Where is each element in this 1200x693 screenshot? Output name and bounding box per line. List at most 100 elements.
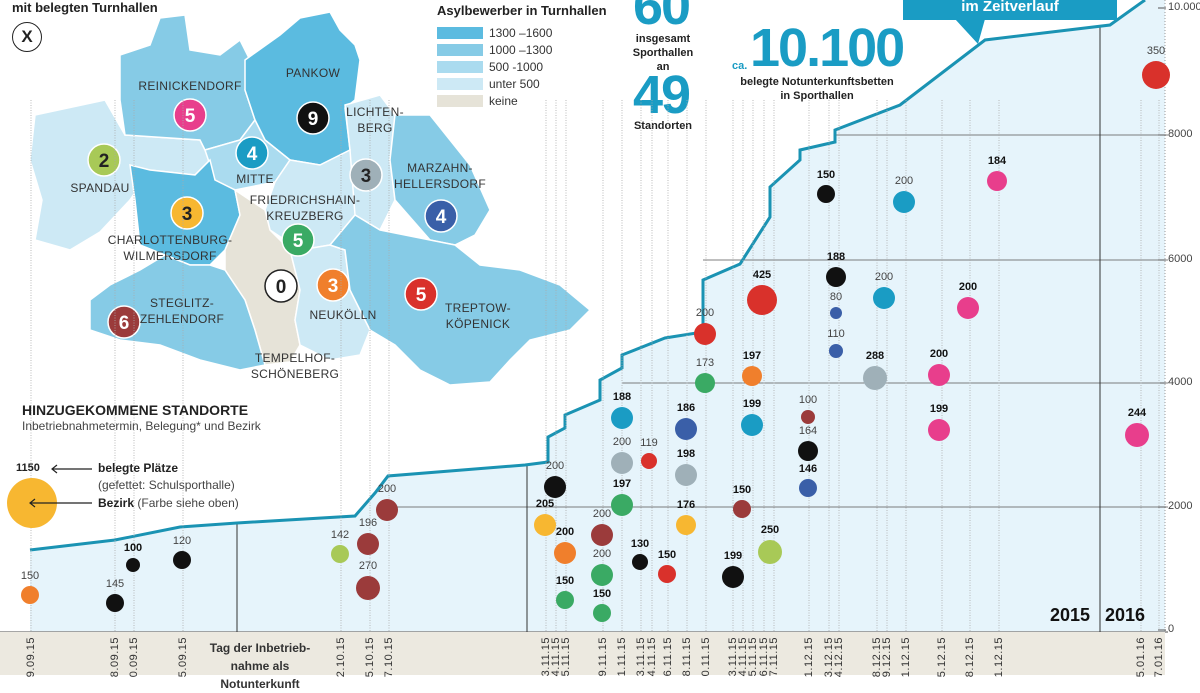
bubble-pink[interactable] bbox=[928, 364, 950, 386]
bubble-green[interactable] bbox=[611, 494, 633, 516]
bubble-value-label: 80 bbox=[829, 291, 843, 303]
legend-label: keine bbox=[489, 94, 518, 108]
bubble-red[interactable] bbox=[747, 285, 777, 315]
bubble-value-label: 197 bbox=[612, 478, 632, 490]
district-name: SCHÖNEBERG bbox=[250, 367, 340, 381]
bubble-value-label: 188 bbox=[826, 251, 846, 263]
district-tempelhof-schoeneberg[interactable] bbox=[224, 188, 301, 366]
district-count: 5 bbox=[293, 231, 304, 252]
legend-item: unter 500 bbox=[437, 77, 540, 91]
bubble-blue[interactable] bbox=[830, 307, 842, 319]
legend-item: 1000 –1300 bbox=[437, 43, 552, 57]
bubble-value-label: 250 bbox=[760, 524, 780, 536]
bubble-black[interactable] bbox=[826, 267, 846, 287]
bubble-red[interactable] bbox=[658, 565, 676, 583]
bubble-cyan[interactable] bbox=[611, 407, 633, 429]
bubble-orange[interactable] bbox=[554, 542, 576, 564]
bubble-maroon[interactable] bbox=[357, 533, 379, 555]
bubble-cyan[interactable] bbox=[893, 191, 915, 213]
bubble-orange[interactable] bbox=[742, 366, 762, 386]
bubble-maroon[interactable] bbox=[376, 499, 398, 521]
bubble-pink[interactable] bbox=[957, 297, 979, 319]
district-marzahn-hellersdorf[interactable] bbox=[389, 114, 491, 246]
bubble-red[interactable] bbox=[1142, 61, 1170, 89]
bubble-value-label: 100 bbox=[798, 394, 818, 406]
beds-line bbox=[29, 0, 1146, 552]
bubble-value-label: 200 bbox=[592, 508, 612, 520]
bubble-blue[interactable] bbox=[799, 479, 817, 497]
bubble-black[interactable] bbox=[173, 551, 191, 569]
district-count-marker bbox=[264, 269, 298, 303]
bubble-black[interactable] bbox=[798, 441, 818, 461]
district-treptow-koepenick[interactable] bbox=[328, 214, 592, 386]
bubble-green[interactable] bbox=[591, 564, 613, 586]
date-label: 9.11.15 bbox=[597, 637, 609, 677]
bubble-value-label: 100 bbox=[123, 542, 143, 554]
date-label: 7.11.15 bbox=[768, 637, 780, 677]
district-count-marker bbox=[281, 223, 315, 257]
bubble-maroon[interactable] bbox=[356, 576, 380, 600]
bubble-orange[interactable] bbox=[21, 586, 39, 604]
district-count: 5 bbox=[185, 106, 196, 127]
bubble-gray[interactable] bbox=[675, 464, 697, 486]
bubble-black[interactable] bbox=[544, 476, 566, 498]
y-tick-label: 2000 bbox=[1168, 500, 1193, 512]
legend-label: 500 -1000 bbox=[489, 60, 544, 74]
bubble-lightgreen[interactable] bbox=[331, 545, 349, 563]
bubble-green[interactable] bbox=[695, 373, 715, 393]
bubble-gray[interactable] bbox=[611, 452, 633, 474]
bubble-gray[interactable] bbox=[863, 366, 887, 390]
bubble-cyan[interactable] bbox=[741, 414, 763, 436]
bubble-cyan[interactable] bbox=[873, 287, 895, 309]
bubble-maroon[interactable] bbox=[591, 524, 613, 546]
district-steglitz-zehlendorf[interactable] bbox=[89, 254, 266, 371]
map-subtitle: mit belegten Turnhallen bbox=[12, 0, 158, 15]
legend-label: unter 500 bbox=[489, 77, 540, 91]
bubble-blue[interactable] bbox=[829, 344, 843, 358]
bubble-black[interactable] bbox=[126, 558, 140, 572]
bubble-value-label: 200 bbox=[545, 460, 565, 472]
bubble-yellow[interactable] bbox=[676, 515, 696, 535]
bubble-pink[interactable] bbox=[928, 419, 950, 441]
bubble-green[interactable] bbox=[556, 591, 574, 609]
bubble-value-label: 164 bbox=[798, 425, 818, 437]
axis-caption-3: Notunterkunft bbox=[220, 677, 300, 691]
section-title: HINZUGEKOMMENE STANDORTE bbox=[22, 402, 249, 418]
bubble-pink[interactable] bbox=[987, 171, 1007, 191]
key-value: 1150 bbox=[16, 462, 40, 474]
bubble-yellow[interactable] bbox=[534, 514, 556, 536]
date-label: 9.12.15 bbox=[881, 637, 893, 678]
key-district: Bezirk bbox=[98, 496, 135, 510]
key-bubble bbox=[7, 478, 57, 528]
district-count-marker bbox=[170, 196, 204, 230]
bubble-value-label: 150 bbox=[20, 570, 40, 582]
bubble-green[interactable] bbox=[593, 604, 611, 622]
bubble-value-label: 200 bbox=[695, 307, 715, 319]
legend-item: 1300 –1600 bbox=[437, 26, 552, 40]
halls-count: 60 bbox=[633, 0, 691, 36]
bubble-black[interactable] bbox=[106, 594, 124, 612]
legend-swatch bbox=[437, 95, 483, 107]
bubble-black[interactable] bbox=[817, 185, 835, 203]
bubble-black[interactable] bbox=[722, 566, 744, 588]
bubble-maroon[interactable] bbox=[801, 410, 815, 424]
key-bold-note: (gefettet: Schulsporthalle) bbox=[98, 478, 235, 492]
bubble-pink[interactable] bbox=[1125, 423, 1149, 447]
district-name: NEUKÖLLN bbox=[309, 308, 377, 322]
bubble-black[interactable] bbox=[632, 554, 648, 570]
district-neukoelln[interactable] bbox=[289, 244, 371, 361]
bubble-red[interactable] bbox=[694, 323, 716, 345]
date-label: 2.10.15 bbox=[335, 637, 347, 678]
bubble-maroon[interactable] bbox=[733, 500, 751, 518]
date-label: 0.09.15 bbox=[128, 637, 140, 678]
legend-swatch bbox=[437, 27, 483, 39]
bubble-blue[interactable] bbox=[675, 418, 697, 440]
district-name: PANKOW bbox=[285, 66, 341, 80]
bubble-lightgreen[interactable] bbox=[758, 540, 782, 564]
bubble-value-label: 176 bbox=[676, 499, 696, 511]
y-tick-label: 10.000 bbox=[1168, 1, 1200, 13]
district-label: REINICKENDORF bbox=[138, 78, 241, 94]
marker-key-icon: X bbox=[12, 22, 42, 52]
bubble-red[interactable] bbox=[641, 453, 657, 469]
y-tick-label: 8000 bbox=[1168, 128, 1193, 140]
